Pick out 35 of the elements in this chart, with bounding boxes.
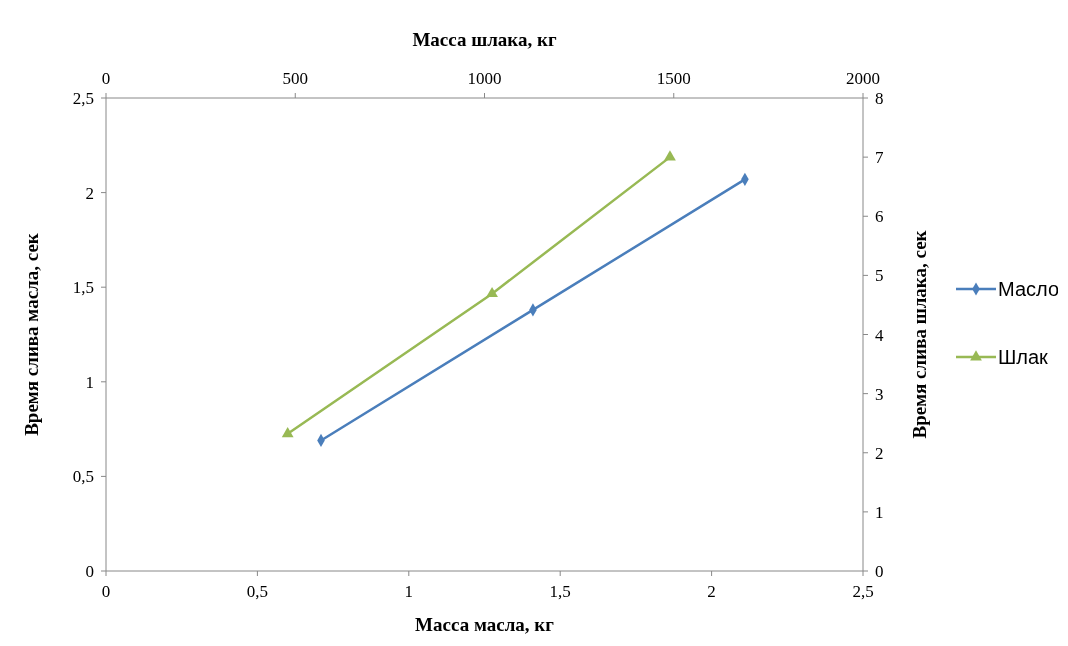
x-tick-label: 2,5: [852, 582, 874, 601]
x2-axis-title: Масса шлака, кг: [412, 29, 557, 50]
x2-tick-label: 1500: [656, 69, 691, 88]
x-axis-title: Масса масла, кг: [415, 614, 555, 635]
point: [664, 150, 676, 161]
y2-tick-label: 7: [875, 148, 884, 168]
x2-tick-label: 2000: [846, 69, 880, 88]
x-tick-label: 1: [404, 582, 414, 601]
x-tick-label: 0: [101, 582, 111, 601]
y2-tick-label: 2: [875, 443, 884, 463]
point: [281, 427, 294, 438]
point: [486, 286, 498, 298]
y2-tick-label: 4: [875, 325, 884, 345]
y2-tick-label: 6: [875, 207, 884, 227]
y-tick-label: 1: [85, 372, 94, 392]
y-tick-label: 0,5: [72, 467, 94, 487]
y2-tick-label: 1: [875, 502, 884, 522]
x-tick-label: 1,5: [549, 582, 571, 601]
y2-tick-label: 0: [875, 562, 884, 581]
x2-tick-label: 500: [282, 69, 308, 88]
y-tick-label: 1,5: [72, 278, 94, 298]
y2-tick-label: 5: [875, 266, 884, 286]
y-tick-label: 2: [85, 183, 94, 203]
x2-tick-label: 1000: [467, 69, 502, 88]
y-axis-title: Время слива масла, сек: [21, 233, 42, 436]
x2-tick-label: 0: [101, 69, 111, 88]
x-tick-label: 0,5: [246, 582, 269, 601]
y2-tick-label: 3: [875, 384, 884, 404]
y2-tick-label: 8: [875, 89, 884, 108]
legend-label: Шлак: [998, 346, 1049, 368]
y-tick-label: 2,5: [72, 89, 94, 108]
y2-axis-title: Время слива шлака, сек: [909, 230, 930, 439]
y-tick-label: 0: [85, 562, 94, 581]
legend-label: Масло: [998, 278, 1060, 300]
x-tick-label: 2: [707, 582, 716, 601]
